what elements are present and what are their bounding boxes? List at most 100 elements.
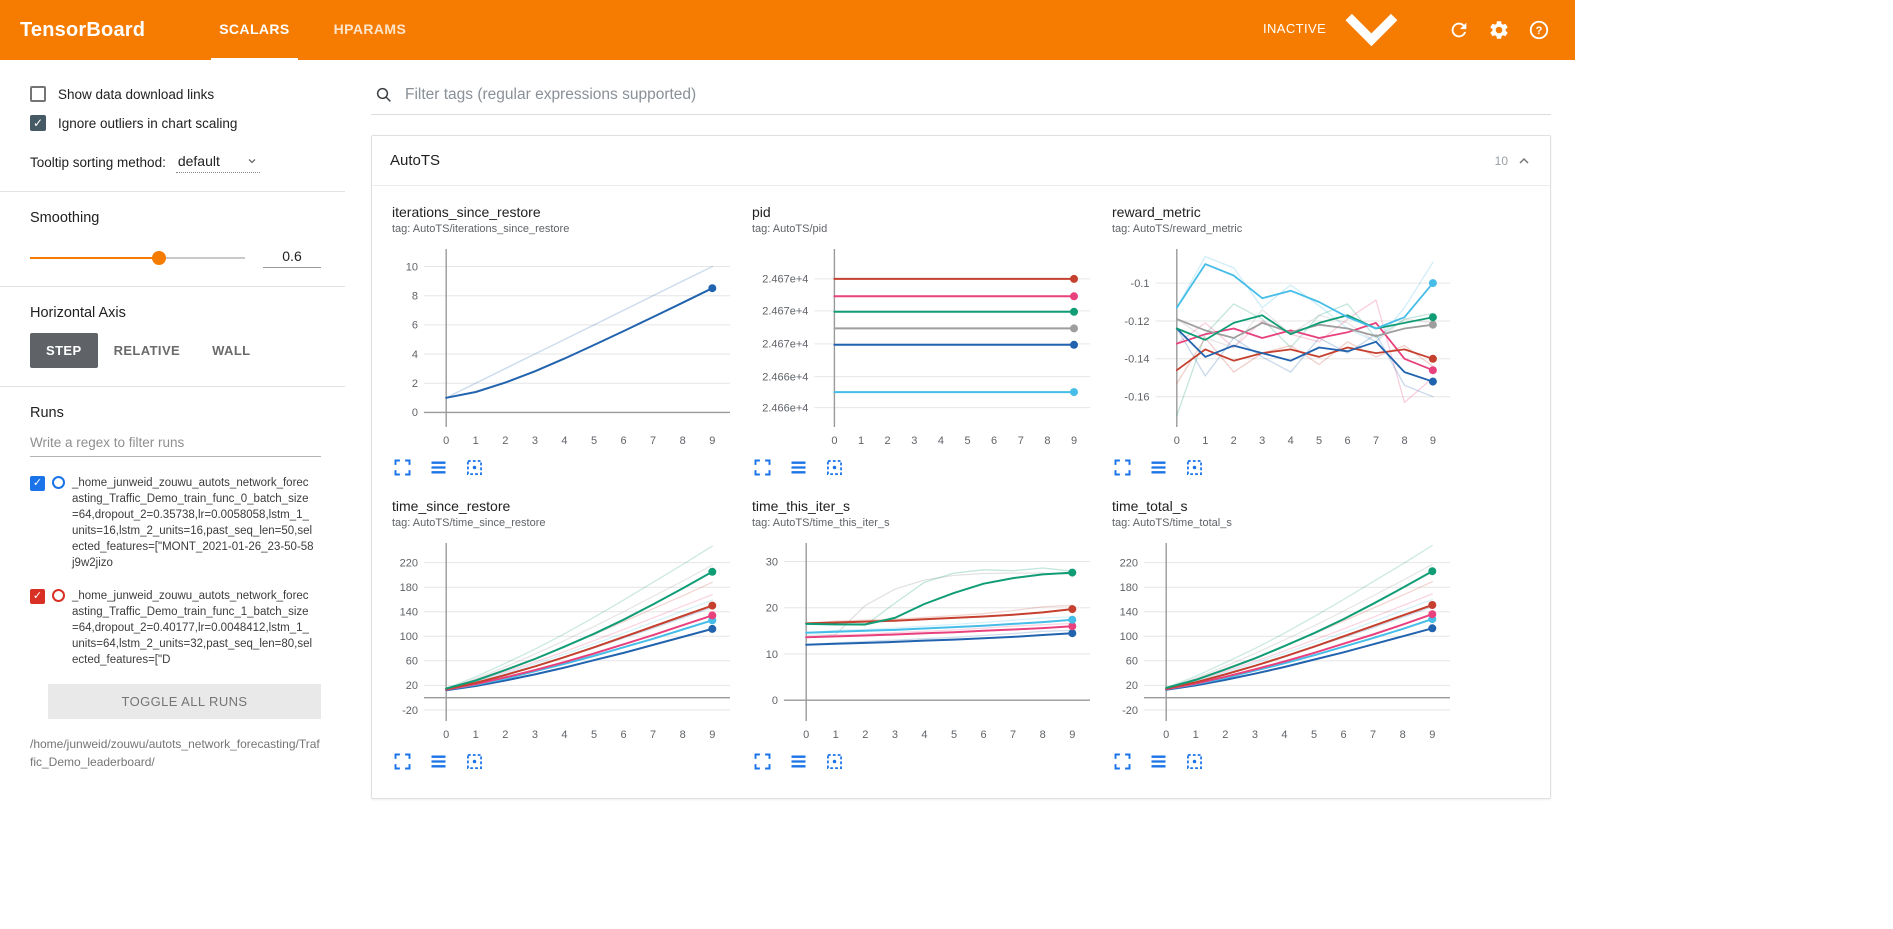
tab-hparams[interactable]: HPARAMS: [333, 21, 407, 37]
svg-text:8: 8: [1401, 435, 1407, 447]
checkbox-row-1[interactable]: ✓ Ignore outliers in chart scaling: [30, 115, 321, 131]
tab-scalars[interactable]: SCALARS: [211, 0, 298, 60]
svg-text:9: 9: [1071, 435, 1077, 447]
expand-chart-icon[interactable]: [392, 457, 413, 478]
axis-relative-button[interactable]: RELATIVE: [113, 343, 181, 358]
slider-thumb[interactable]: [152, 251, 166, 265]
help-icon: ?: [1529, 20, 1549, 40]
chart-plot[interactable]: -0.1 -0.12 -0.14 -0.16 0 1 2 3 4 5 6 7 8 9: [1112, 241, 1460, 451]
svg-text:2.466e+4: 2.466e+4: [762, 371, 808, 383]
chart-toolbar: [1112, 457, 1464, 478]
svg-text:5: 5: [1316, 435, 1322, 447]
horizontal-axis-label: Horizontal Axis: [30, 305, 126, 321]
chart-plot[interactable]: -20 20 60 100 140 180 220 0 1 2 3 4 5 6 7 8 9: [392, 535, 740, 745]
svg-text:2: 2: [1222, 729, 1228, 741]
chart-plot[interactable]: -20 20 60 100 140 180 220 0 1 2 3 4 5 6 7 8 9: [1112, 535, 1460, 745]
svg-text:7: 7: [650, 435, 656, 447]
checkbox[interactable]: ✓: [30, 115, 46, 131]
fit-domain-icon[interactable]: [464, 751, 485, 772]
expand-chart-icon[interactable]: [392, 751, 413, 772]
smoothing-value[interactable]: 0.6: [263, 248, 321, 268]
tooltip-sorting-select[interactable]: default: [175, 151, 260, 173]
runs-label: Runs: [30, 405, 64, 421]
runs-filter-input[interactable]: [30, 429, 321, 457]
smoothing-slider[interactable]: [30, 249, 245, 267]
svg-text:9: 9: [709, 435, 715, 447]
expand-chart-icon[interactable]: [752, 751, 773, 772]
status-dropdown[interactable]: INACTIVE: [1261, 0, 1419, 81]
tag-filter-input[interactable]: [405, 86, 1547, 104]
checkbox-row-0[interactable]: Show data download links: [30, 86, 321, 102]
axis-step-button[interactable]: STEP: [30, 333, 98, 368]
fit-domain-icon[interactable]: [824, 751, 845, 772]
runs-table-icon[interactable]: [788, 457, 809, 478]
chart-toolbar: [752, 457, 1104, 478]
svg-text:8: 8: [412, 291, 418, 303]
checkbox[interactable]: [30, 86, 46, 102]
svg-text:7: 7: [1370, 729, 1376, 741]
svg-text:5: 5: [964, 435, 970, 447]
runs-list: ✓ _home_junweid_zouwu_autots_network_fore…: [30, 475, 321, 668]
run-checkbox[interactable]: ✓: [30, 476, 45, 491]
svg-text:2: 2: [885, 435, 891, 447]
svg-text:9: 9: [1069, 729, 1075, 741]
refresh-icon: [1451, 22, 1467, 38]
runs-table-icon[interactable]: [428, 457, 449, 478]
chart-plot[interactable]: 0 2 4 6 8 10 0 1 2 3 4 5 6 7 8 9: [392, 241, 740, 451]
charts-grid: iterations_since_restore tag: AutoTS/iter…: [372, 186, 1550, 798]
chart-plot[interactable]: 2.467e+4 2.467e+4 2.467e+4 2.466e+4 2.466e+4…: [752, 241, 1100, 451]
fit-domain-icon[interactable]: [1184, 457, 1205, 478]
refresh-button[interactable]: [1439, 10, 1479, 50]
run-radio[interactable]: [52, 588, 65, 602]
run-label: _home_junweid_zouwu_autots_network_forec…: [72, 477, 314, 570]
svg-text:6: 6: [621, 435, 627, 447]
fit-domain-icon[interactable]: [824, 457, 845, 478]
run-radio[interactable]: [52, 476, 65, 489]
tooltip-sorting-value: default: [177, 153, 220, 169]
svg-text:100: 100: [1120, 631, 1138, 643]
svg-text:3: 3: [1259, 435, 1265, 447]
svg-text:4: 4: [561, 729, 567, 741]
svg-text:-0.14: -0.14: [1124, 354, 1149, 366]
svg-text:2: 2: [862, 729, 868, 741]
run-checkbox[interactable]: ✓: [30, 588, 45, 604]
fit-domain-icon[interactable]: [464, 457, 485, 478]
expand-chart-icon[interactable]: [1112, 751, 1133, 772]
main-layout: Show data download links ✓ Ignore outliers…: [0, 60, 1575, 929]
settings-button[interactable]: [1479, 10, 1519, 50]
chart-toolbar: [392, 457, 744, 478]
svg-text:6: 6: [412, 320, 418, 332]
header-tabs: SCALARS HPARAMS: [197, 0, 428, 60]
smoothing-row: 0.6: [30, 248, 321, 268]
svg-text:2.467e+4: 2.467e+4: [762, 306, 808, 318]
svg-text:0: 0: [803, 729, 809, 741]
chart-plot[interactable]: 0 10 20 30 0 1 2 3 4 5 6 7 8 9: [752, 535, 1100, 745]
expand-chart-icon[interactable]: [1112, 457, 1133, 478]
expand-chart-icon[interactable]: [752, 457, 773, 478]
fit-domain-icon[interactable]: [1184, 751, 1205, 772]
svg-text:180: 180: [1120, 582, 1138, 594]
help-button[interactable]: ?: [1519, 10, 1559, 50]
divider: [0, 191, 345, 192]
runs-table-icon[interactable]: [1148, 751, 1169, 772]
collapse-card-icon[interactable]: [1516, 153, 1532, 169]
runs-table-icon[interactable]: [428, 751, 449, 772]
runs-table-icon[interactable]: [1148, 457, 1169, 478]
svg-text:-20: -20: [402, 705, 418, 717]
svg-text:2.467e+4: 2.467e+4: [762, 339, 808, 351]
runs-table-icon[interactable]: [788, 751, 809, 772]
chart-card-pid: pid tag: AutoTS/pid 2.467e+4 2.467e+4 2.467e…: [752, 204, 1104, 478]
gear-icon: [1490, 21, 1508, 39]
card-header[interactable]: AutoTS 10: [372, 136, 1550, 186]
toggle-all-runs-button[interactable]: TOGGLE ALL RUNS: [48, 684, 321, 720]
svg-text:0: 0: [1174, 435, 1180, 447]
svg-text:7: 7: [1010, 729, 1016, 741]
svg-text:10: 10: [406, 261, 418, 273]
svg-text:6: 6: [1341, 729, 1347, 741]
axis-wall-button[interactable]: WALL: [212, 343, 251, 358]
svg-text:4: 4: [921, 729, 927, 741]
checkbox-label: Ignore outliers in chart scaling: [58, 115, 238, 131]
svg-text:8: 8: [1040, 729, 1046, 741]
tag-filter-row: [371, 80, 1551, 115]
svg-text:6: 6: [981, 729, 987, 741]
